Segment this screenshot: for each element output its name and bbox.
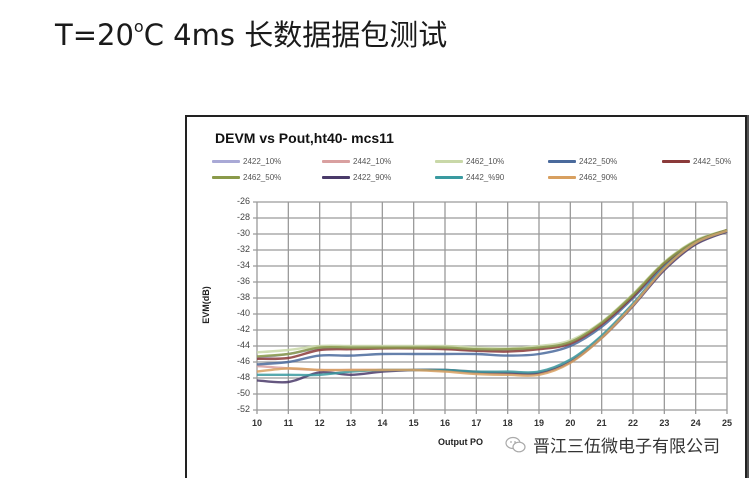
legend-label: 2422_10%	[243, 157, 282, 166]
x-tick-label: 10	[251, 418, 262, 428]
legend-label: 2462_50%	[243, 173, 282, 182]
legend-item: 2422_90%	[322, 173, 391, 182]
x-tick-label: 16	[439, 418, 450, 428]
legend-label: 2442_50%	[693, 157, 732, 166]
legend-swatch	[322, 176, 350, 179]
x-tick-label: 12	[314, 418, 325, 428]
slide-title: T=20oC 4ms 长数据据包测试	[55, 12, 447, 54]
series-line-2422_90%	[256, 230, 728, 384]
y-tick-label: -36	[236, 276, 250, 286]
legend-item: 2442_10%	[322, 157, 391, 166]
y-tick-label: -38	[236, 292, 250, 302]
legend-swatch	[322, 160, 350, 163]
legend-label: 2422_50%	[579, 157, 618, 166]
x-tick-label: 25	[721, 418, 732, 428]
series-line-2462_90%	[256, 229, 728, 377]
legend-swatch	[548, 176, 576, 179]
title-degree: o	[133, 17, 144, 36]
y-tick-label: -42	[236, 324, 250, 334]
x-tick-label: 23	[659, 418, 670, 428]
y-tick-label: -32	[236, 244, 250, 254]
y-tick-label: -52	[236, 404, 250, 414]
x-tick-label: 24	[690, 418, 701, 428]
title-suffix: C 4ms 长数据据包测试	[143, 18, 448, 52]
series-line-2462_10%	[256, 228, 728, 354]
y-tick-label: -50	[236, 388, 250, 398]
series-line-2442_%90	[257, 229, 728, 377]
legend-item: 2422_10%	[212, 157, 281, 166]
legend-item: 2442_50%	[662, 157, 731, 166]
y-tick-label: -46	[236, 356, 250, 366]
y-tick-label: -28	[236, 212, 250, 222]
x-tick-label: 14	[377, 418, 388, 428]
legend-swatch	[212, 160, 240, 163]
legend-item: 2462_90%	[548, 173, 617, 182]
grid-lines	[253, 201, 728, 414]
legend-item: 2462_10%	[435, 157, 504, 166]
legend-label: 2462_10%	[466, 157, 505, 166]
y-tick-label: -48	[236, 372, 250, 382]
legend-item: 2462_50%	[212, 173, 281, 182]
y-tick-label: -30	[236, 228, 250, 238]
series-lines	[256, 228, 728, 384]
x-tick-label: 18	[502, 418, 513, 428]
wechat-icon	[505, 436, 526, 452]
x-tick-label: 22	[627, 418, 638, 428]
legend-swatch	[435, 176, 463, 179]
legend-swatch	[548, 160, 576, 163]
legend-swatch	[212, 176, 240, 179]
legend-item: 2422_50%	[548, 157, 617, 166]
y-tick-label: -40	[236, 308, 250, 318]
x-tick-label: 19	[533, 418, 544, 428]
watermark-text: 晋江三伍微电子有限公司	[533, 437, 720, 457]
legend-swatch	[435, 160, 463, 163]
series-line-2462_50%	[256, 228, 728, 358]
legend-label: 2442_10%	[353, 157, 392, 166]
legend-label: 2462_90%	[579, 173, 618, 182]
x-tick-label: 13	[345, 418, 356, 428]
legend-swatch	[662, 160, 690, 163]
series-line-2442_50%	[256, 228, 728, 361]
legend-item: 2442_%90	[435, 173, 504, 182]
x-axis-label: Output PO	[438, 437, 483, 447]
legend-label: 2422_90%	[353, 173, 392, 182]
y-tick-label: -26	[236, 196, 250, 206]
series-line-2422_50%	[256, 229, 728, 366]
y-tick-label: -44	[236, 340, 250, 350]
y-tick-label: -34	[236, 260, 250, 270]
watermark: 晋江三伍微电子有限公司	[505, 432, 720, 457]
title-prefix: T=20	[55, 18, 134, 52]
x-tick-label: 20	[565, 418, 576, 428]
x-tick-label: 21	[596, 418, 607, 428]
legend-label: 2442_%90	[466, 173, 505, 182]
x-tick-label: 17	[471, 418, 482, 428]
chart-frame	[185, 115, 747, 478]
chart-title: DEVM vs Pout,ht40- mcs11	[215, 130, 394, 146]
x-tick-label: 15	[408, 418, 419, 428]
x-tick-label: 11	[283, 418, 294, 428]
